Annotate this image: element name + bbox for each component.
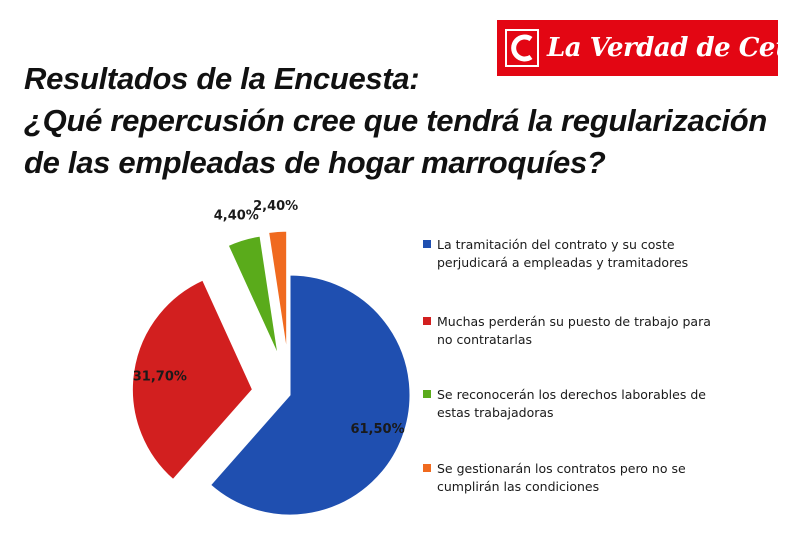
pie-data-label-3: 4,40% xyxy=(214,208,259,223)
pie-slices xyxy=(131,230,411,516)
title-line-3: de las empleadas de hogar marroquíes? xyxy=(24,145,606,180)
pie-data-label-2: 31,70% xyxy=(133,370,187,385)
pie-data-label-4: 2,40% xyxy=(253,199,298,214)
legend-swatch-3 xyxy=(423,390,431,398)
pie-slice-2 xyxy=(131,279,254,481)
pie-slice-4 xyxy=(268,230,288,352)
legend-label-2: Muchas perderán su puesto de trabajo par… xyxy=(437,314,711,347)
legend-item-4: Se gestionarán los contratos pero no se … xyxy=(423,460,723,496)
pie-data-labels: 61,50% 31,70% 4,40%2,40% xyxy=(133,199,405,437)
logo-c-icon xyxy=(505,28,539,68)
legend-item-3: Se reconocerán los derechos laborables d… xyxy=(423,386,723,422)
legend-label-3: Se reconocerán los derechos laborables d… xyxy=(437,387,706,420)
logo-text: La Verdad de Ceuta xyxy=(547,33,800,63)
legend-label-4: Se gestionarán los contratos pero no se … xyxy=(437,461,686,494)
legend-swatch-4 xyxy=(423,464,431,472)
pie-data-label-1: 61,50% xyxy=(350,422,404,437)
legend-item-2: Muchas perderán su puesto de trabajo par… xyxy=(423,313,723,349)
legend-item-1: La tramitación del contrato y su coste p… xyxy=(423,236,723,272)
legend-label-1: La tramitación del contrato y su coste p… xyxy=(437,237,689,270)
pie-slice-1 xyxy=(209,274,411,516)
pie-slice-3 xyxy=(227,235,279,355)
logo: La Verdad de Ceuta xyxy=(497,20,800,76)
page-title: Resultados de la Encuesta: ¿Qué repercus… xyxy=(24,58,794,184)
title-line-2: ¿Qué repercusión cree que tendrá la regu… xyxy=(24,103,768,138)
legend-swatch-1 xyxy=(423,240,431,248)
title-line-1: Resultados de la Encuesta: xyxy=(24,61,420,96)
legend-swatch-2 xyxy=(423,317,431,325)
